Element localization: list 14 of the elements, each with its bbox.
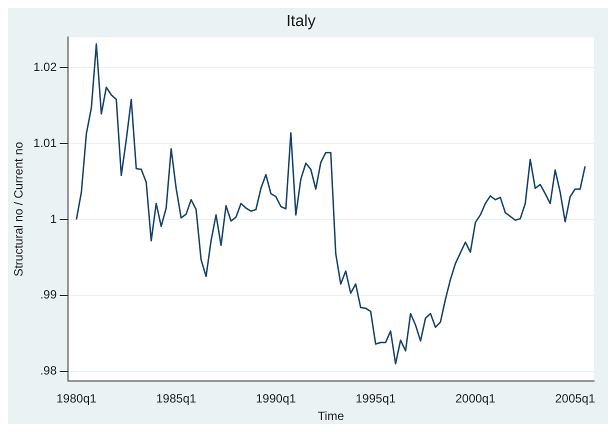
y-tick-label: .98 xyxy=(40,364,58,378)
y-axis-title: Structural no / Current no xyxy=(12,142,26,277)
x-tick-label: 1995q1 xyxy=(356,392,396,406)
x-axis-title: Time xyxy=(318,409,344,424)
x-tick-label: 1990q1 xyxy=(256,392,296,406)
x-tick-label: 1980q1 xyxy=(56,392,97,406)
y-tick-label: 1.02 xyxy=(33,60,58,74)
x-tick-label: 2005q1 xyxy=(555,392,596,406)
x-tick-label: 1985q1 xyxy=(156,392,196,406)
y-tick-label: 1 xyxy=(50,212,58,226)
x-tick-label: 2000q1 xyxy=(455,392,496,406)
y-tick-label: .99 xyxy=(40,288,58,302)
chart-title: Italy xyxy=(286,13,316,30)
y-tick-label: 1.01 xyxy=(33,136,58,150)
